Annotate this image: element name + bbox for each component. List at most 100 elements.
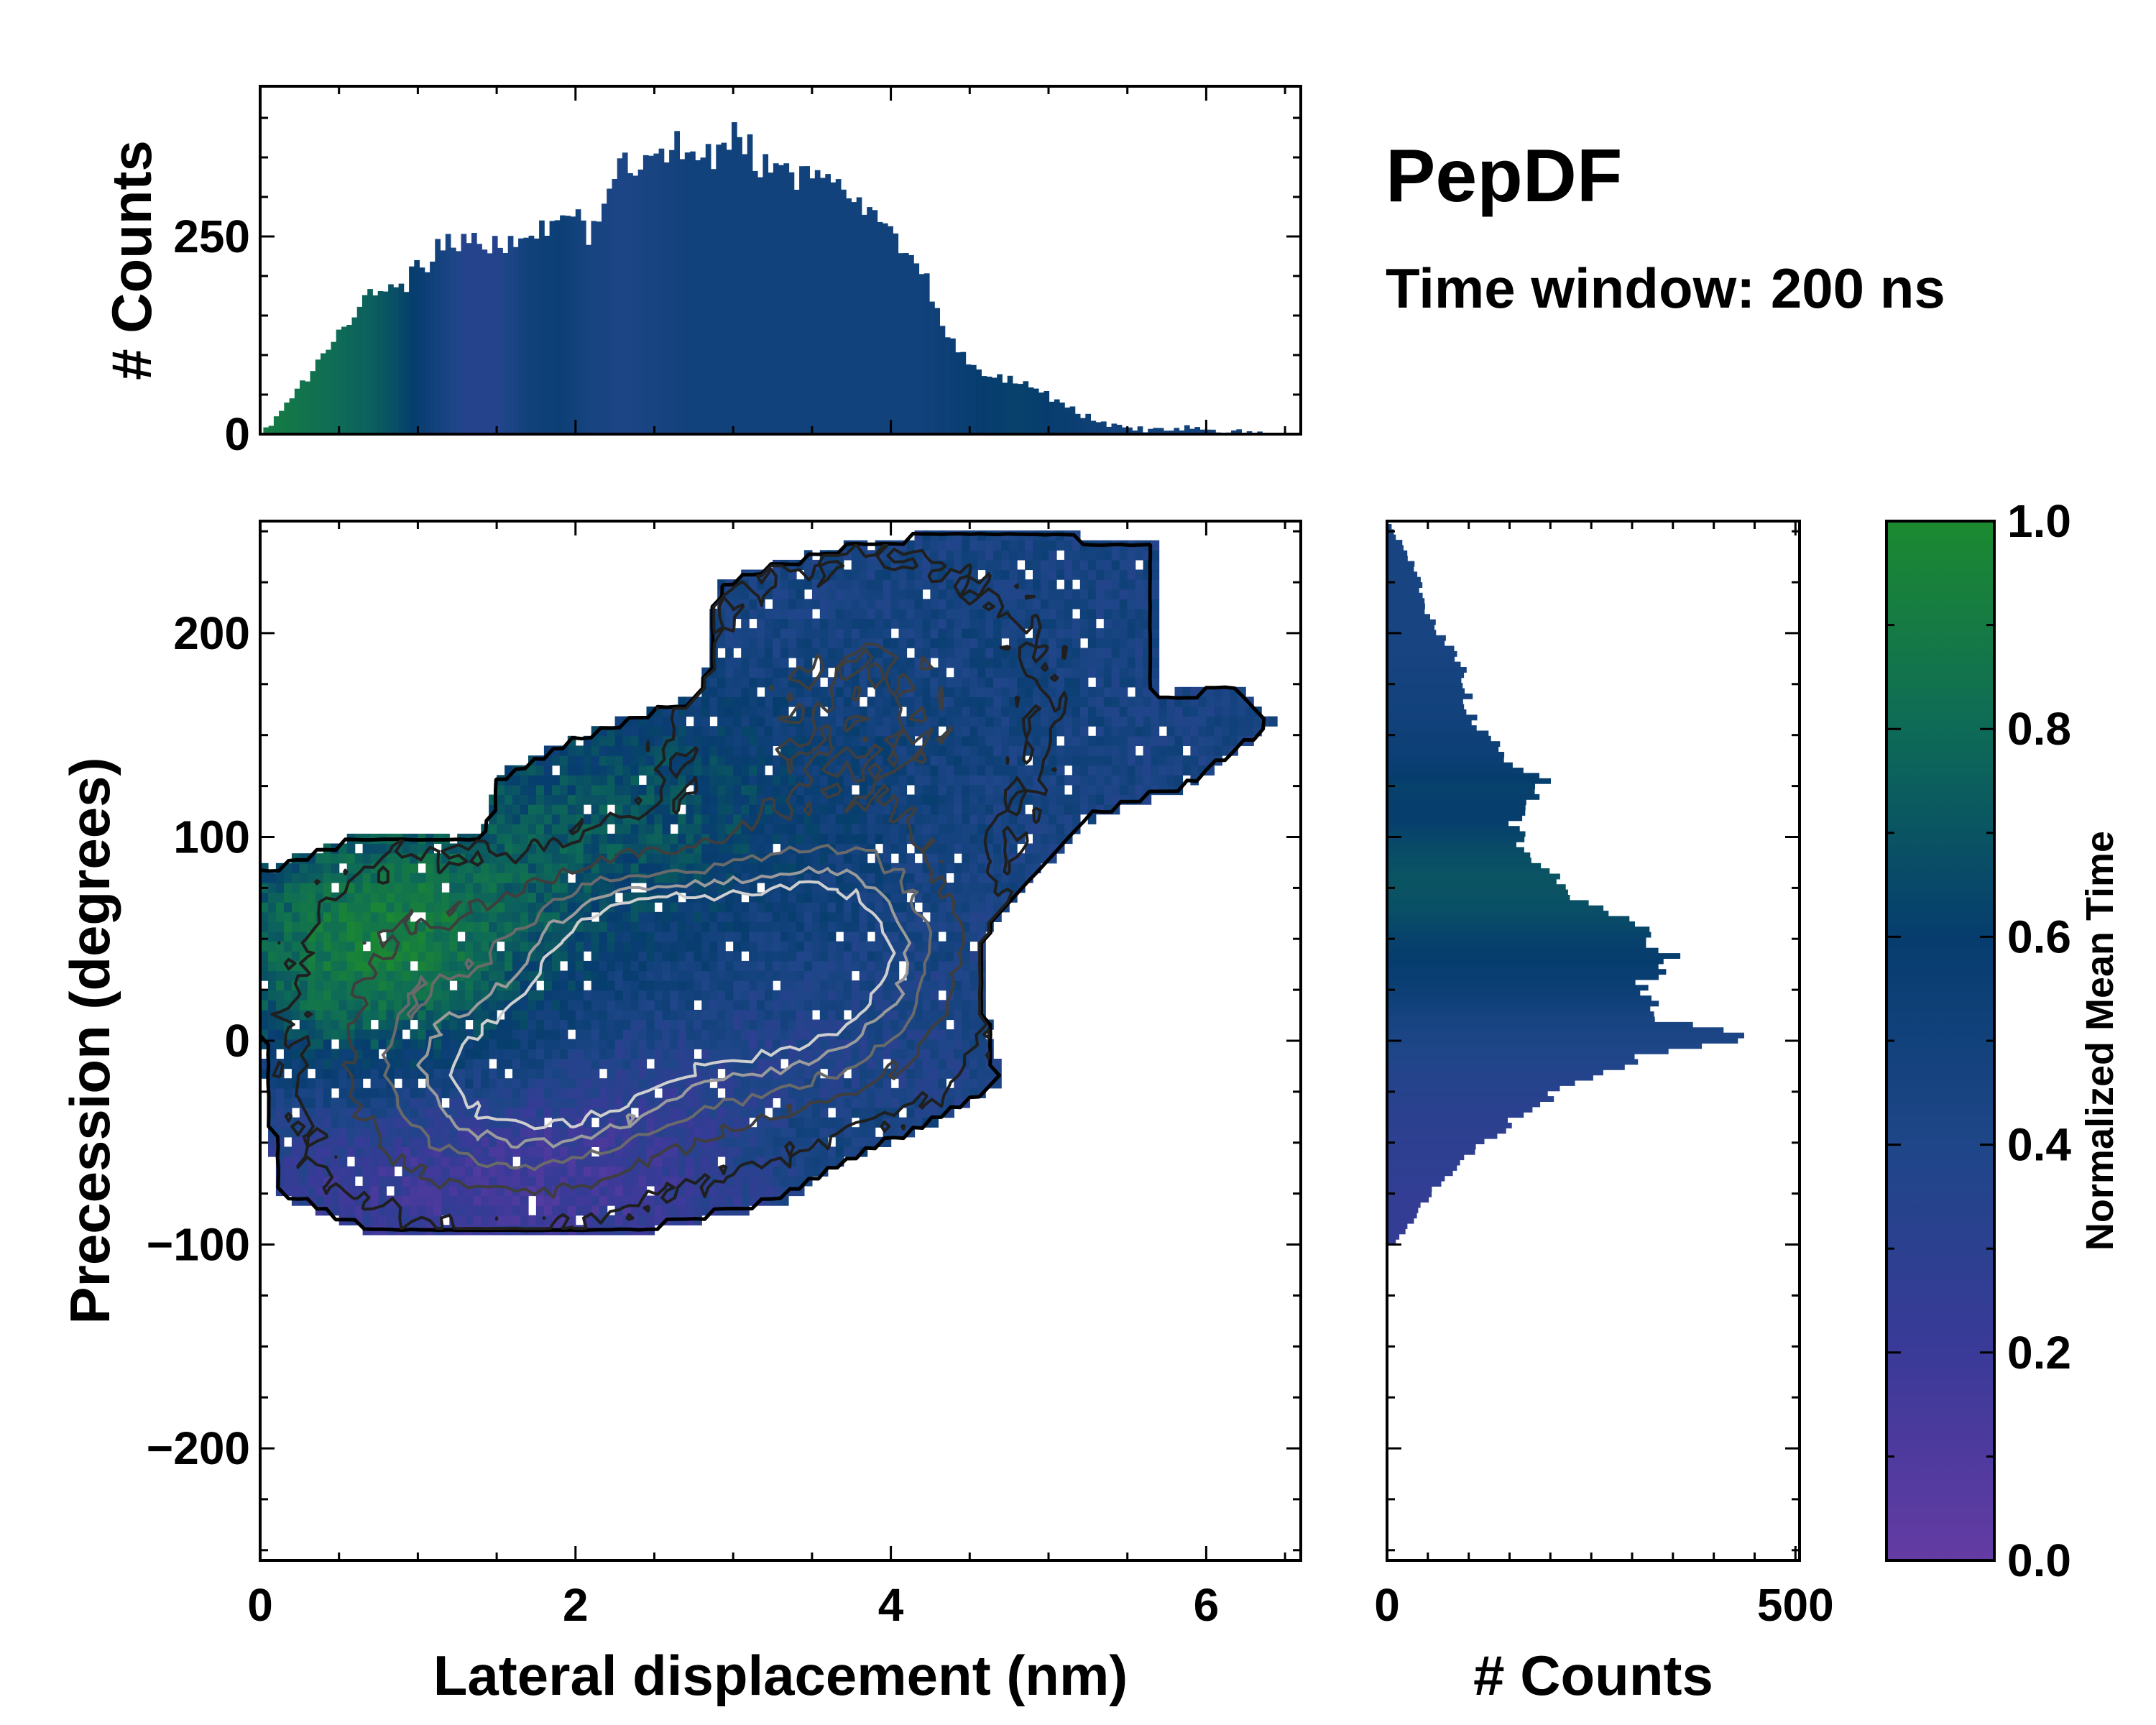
- heatmap-cell: [733, 726, 742, 737]
- heatmap-cell: [473, 1039, 482, 1049]
- heatmap-cell: [575, 1176, 584, 1187]
- top-hist-bar: [976, 369, 982, 434]
- heatmap-cell: [819, 1117, 829, 1128]
- heatmap-cell: [394, 1068, 403, 1079]
- heatmap-cell: [614, 1087, 624, 1098]
- heatmap-cell: [701, 784, 710, 796]
- heatmap-cell: [701, 1117, 710, 1128]
- heatmap-cell: [922, 960, 931, 972]
- heatmap-cell: [323, 1136, 332, 1147]
- heatmap-cell: [780, 755, 789, 766]
- heatmap-cell: [773, 951, 781, 962]
- heatmap-cell: [622, 1019, 632, 1030]
- heatmap-cell: [773, 599, 781, 610]
- heatmap-cell: [678, 941, 686, 952]
- heatmap-cell: [433, 932, 442, 942]
- heatmap-cell: [867, 696, 876, 707]
- heatmap-cell: [575, 1019, 584, 1030]
- heatmap-cell: [883, 1078, 892, 1089]
- heatmap-cell: [733, 1205, 742, 1216]
- heatmap-cell: [678, 1136, 686, 1147]
- heatmap-cell: [780, 686, 789, 697]
- heatmap-cell: [528, 1215, 537, 1225]
- heatmap-cell: [315, 1098, 324, 1108]
- heatmap-cell: [757, 1087, 765, 1098]
- heatmap-cell: [543, 980, 553, 991]
- heatmap-cell: [851, 990, 860, 1000]
- heatmap-cell: [922, 1087, 931, 1098]
- heatmap-cell: [394, 990, 403, 1000]
- heatmap-cell: [709, 804, 718, 815]
- heatmap-cell: [811, 1059, 821, 1070]
- heatmap-cell: [678, 1098, 686, 1108]
- heatmap-cell: [819, 892, 829, 903]
- top-hist-bar: [1158, 428, 1164, 434]
- heatmap-cell: [481, 1009, 489, 1021]
- heatmap-cell: [465, 873, 474, 883]
- heatmap-cell: [717, 1195, 726, 1206]
- heatmap-cell: [701, 1087, 710, 1098]
- heatmap-cell: [993, 686, 1002, 697]
- heatmap-cell: [733, 784, 742, 796]
- heatmap-cell: [505, 970, 513, 981]
- heatmap-cell: [481, 1195, 489, 1206]
- heatmap-cell: [883, 921, 892, 932]
- heatmap-cell: [622, 784, 632, 796]
- heatmap-cell: [985, 589, 994, 599]
- heatmap-cell: [914, 873, 923, 883]
- heatmap-cell: [811, 1108, 821, 1118]
- heatmap-cell: [835, 589, 844, 599]
- heatmap-cell: [811, 804, 821, 815]
- heatmap-cell: [859, 941, 868, 952]
- heatmap-cell: [788, 599, 797, 610]
- heatmap-cell: [338, 883, 348, 893]
- heatmap-cell: [883, 990, 892, 1000]
- heatmap-cell: [559, 1195, 568, 1206]
- heatmap-cell: [410, 843, 418, 854]
- heatmap-cell: [559, 1000, 568, 1011]
- heatmap-cell: [418, 1019, 426, 1030]
- heatmap-cell: [898, 932, 908, 942]
- heatmap-cell: [803, 1078, 813, 1089]
- heatmap-cell: [954, 960, 962, 972]
- heatmap-cell: [497, 843, 505, 854]
- heatmap-cell: [969, 1009, 978, 1021]
- heatmap-cell: [827, 804, 837, 815]
- heatmap-cell: [607, 1000, 616, 1011]
- heatmap-cell: [473, 1087, 482, 1098]
- heatmap-cell: [441, 1019, 450, 1030]
- heatmap-cell: [709, 862, 718, 873]
- heatmap-cell: [717, 765, 726, 776]
- heatmap-cell: [607, 765, 616, 776]
- heatmap-cell: [654, 1059, 663, 1070]
- heatmap-cell: [780, 921, 789, 932]
- heatmap-cell: [977, 599, 986, 610]
- heatmap-cell: [583, 970, 592, 981]
- heatmap-cell: [890, 873, 900, 883]
- heatmap-cell: [835, 707, 844, 717]
- heatmap-cell: [410, 1176, 418, 1187]
- heatmap-cell: [678, 696, 686, 707]
- heatmap-cell: [757, 589, 765, 599]
- heatmap-cell: [543, 990, 553, 1000]
- heatmap-cell: [331, 1009, 340, 1021]
- top-hist-bar: [1018, 384, 1023, 434]
- heatmap-cell: [528, 853, 537, 864]
- heatmap-cell: [914, 638, 923, 648]
- heatmap-cell: [583, 1098, 592, 1108]
- heatmap-cell: [788, 648, 797, 658]
- heatmap-cell: [481, 1039, 489, 1049]
- heatmap-cell: [946, 1029, 954, 1040]
- heatmap-cell: [811, 696, 821, 707]
- heatmap-cell: [457, 1049, 466, 1059]
- heatmap-cell: [788, 1098, 797, 1108]
- heatmap-cell: [646, 1195, 655, 1206]
- heatmap-cell: [283, 1000, 292, 1011]
- heatmap-cell: [962, 735, 970, 746]
- heatmap-cell: [741, 1059, 750, 1070]
- heatmap-cell: [875, 707, 884, 717]
- heatmap-cell: [338, 911, 348, 922]
- heatmap-cell: [938, 911, 946, 922]
- heatmap-cell: [607, 1117, 616, 1128]
- heatmap-cell: [354, 980, 364, 991]
